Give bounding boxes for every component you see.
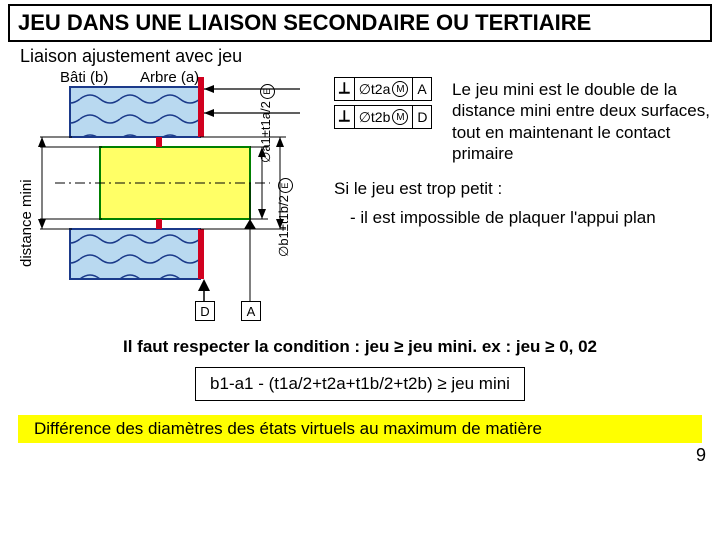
condition-line: Il faut respecter la condition : jeu ≥ j… [0, 337, 720, 357]
fcf1-datum: A [413, 78, 430, 100]
fcf1-sym: ⟂ [335, 78, 355, 100]
paragraph-2b: - il est impossible de plaquer l'appui p… [350, 207, 712, 228]
fcf1-tol: ∅t2aM [355, 78, 414, 100]
paragraph-2a: Si le jeu est trop petit : [334, 178, 712, 199]
subtitle: Liaison ajustement avec jeu [20, 46, 712, 67]
fcf2-tol: ∅ t2bM [355, 106, 414, 128]
diagram: Bâti (b) Arbre (a) distance mini ∅a1±t1a… [0, 69, 330, 329]
page-title: JEU DANS UNE LIAISON SECONDAIRE OU TERTI… [8, 4, 712, 42]
difference-bar: Différence des diamètres des états virtu… [18, 415, 702, 443]
right-column: ⟂ ∅t2aM A ⟂ ∅ t2bM D Le jeu mini est le … [330, 69, 712, 329]
label-arbre: Arbre (a) [140, 69, 199, 86]
label-distance: distance mini [18, 179, 35, 267]
fcf2-datum: D [413, 106, 431, 128]
fcf2-sym: ⟂ [335, 106, 355, 128]
datum-flag-d: D [195, 301, 215, 321]
label-bati: Bâti (b) [60, 69, 108, 86]
content-row: Bâti (b) Arbre (a) distance mini ∅a1±t1a… [0, 69, 712, 329]
fcf-2: ⟂ ∅ t2bM D [334, 105, 432, 129]
fcf-1: ⟂ ∅t2aM A [334, 77, 432, 101]
paragraph-1: Le jeu mini est le double de la distance… [452, 79, 712, 164]
formula-box: b1-a1 - (t1a/2+t2a+t1b/2+t2b) ≥ jeu mini [195, 367, 525, 401]
dim-a: ∅a1±t1a/2E [258, 84, 275, 163]
dim-b: ∅b1±t1b/2E [276, 178, 293, 257]
page-number: 9 [0, 445, 706, 466]
datum-flag-a: A [241, 301, 261, 321]
